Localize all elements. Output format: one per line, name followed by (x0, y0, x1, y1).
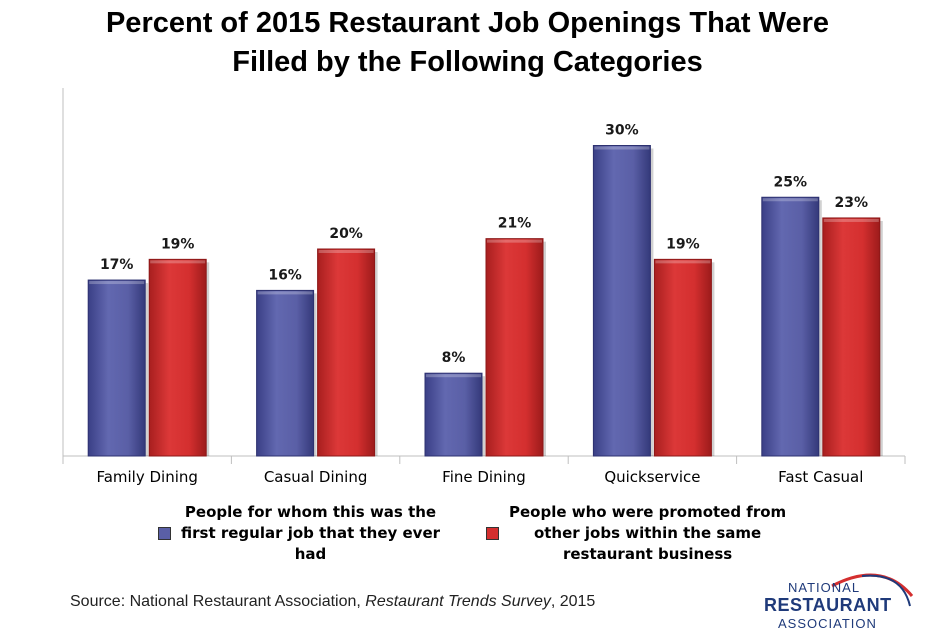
data-label: 20% (329, 226, 363, 242)
category-label: Family Dining (96, 468, 197, 486)
bar-first-job-quickservice (592, 145, 651, 457)
legend-item-promoted: People who were promoted from other jobs… (486, 502, 786, 565)
legend-swatch-blue (158, 527, 171, 540)
data-label: 19% (161, 236, 195, 252)
bar-first-job-family-dining (87, 279, 146, 457)
legend-label-first-job: People for whom this was the first regul… (181, 503, 441, 563)
bar-highlight (594, 146, 650, 150)
bar-highlight (318, 250, 374, 253)
data-label: 8% (442, 350, 466, 366)
nra-logo: NATIONAL RESTAURANT ASSOCIATION (762, 566, 922, 636)
data-label: 21% (498, 216, 532, 232)
bar-highlight (257, 291, 313, 295)
data-label: 16% (268, 267, 302, 283)
bar-highlight (762, 198, 818, 202)
category-label: Fast Casual (778, 468, 863, 486)
data-label: 19% (666, 236, 700, 252)
category-label: Casual Dining (264, 468, 368, 486)
logo-text-association: ASSOCIATION (778, 616, 877, 631)
bar-highlight (487, 239, 542, 243)
bar-promoted-fine-dining (485, 238, 544, 457)
bar-highlight (150, 260, 206, 264)
bar-highlight (823, 218, 879, 222)
legend-swatch-red (486, 527, 499, 540)
legend-item-first-job: People for whom this was the first regul… (158, 502, 440, 565)
data-label: 25% (774, 174, 808, 190)
bar-highlight (89, 281, 145, 285)
bar-first-job-casual-dining (256, 289, 315, 457)
category-label: Quickservice (604, 468, 700, 486)
legend-label-promoted: People who were promoted from other jobs… (509, 503, 787, 563)
bar-chart: 17% 19% Family Dining 16% 20% Casual Dining 8%… (62, 88, 906, 486)
bar-promoted-casual-dining (317, 248, 376, 457)
bar-highlight (655, 260, 711, 264)
bar-highlight (426, 374, 481, 378)
bar-promoted-quickservice (653, 258, 712, 457)
bar-first-job-fast-casual (761, 196, 820, 457)
bar-first-job-fine-dining (424, 372, 483, 457)
bar-promoted-fast-casual (822, 217, 881, 457)
logo-text-national: NATIONAL (788, 580, 861, 595)
data-label: 17% (100, 257, 134, 273)
source-note: Source: National Restaurant Association,… (70, 593, 596, 610)
logo-swoosh-icon (831, 573, 914, 607)
logo-text-restaurant: RESTAURANT (764, 595, 892, 615)
data-label: 23% (835, 195, 869, 211)
chart-title-line1: Percent of 2015 Restaurant Job Openings … (105, 7, 830, 39)
chart-title: Percent of 2015 Restaurant Job Openings … (0, 4, 935, 82)
category-label: Fine Dining (442, 468, 526, 486)
bar-promoted-family-dining (148, 258, 207, 457)
chart-title-line2: Filled by the Following Categories (232, 46, 703, 78)
data-label: 30% (605, 123, 639, 139)
